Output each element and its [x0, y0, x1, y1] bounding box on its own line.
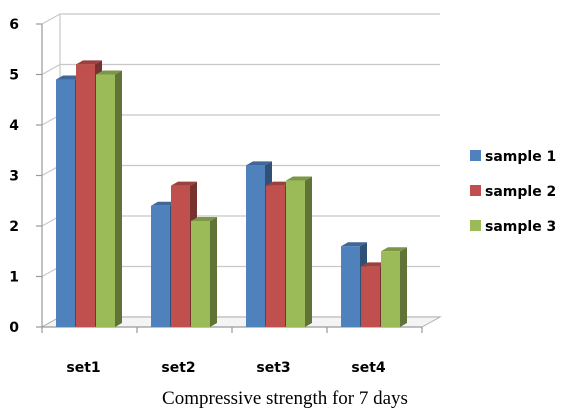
bar-top — [266, 181, 292, 186]
y-tick-label: 5 — [9, 68, 19, 84]
gridline-side — [41, 13, 61, 25]
y-tick-label: 2 — [9, 219, 19, 235]
bars — [56, 60, 407, 328]
y-tick-label: 1 — [9, 270, 19, 286]
bar-front — [151, 205, 170, 327]
bar-top — [286, 176, 312, 181]
bar-top — [56, 75, 82, 80]
legend-swatch — [470, 150, 481, 161]
x-tick-label: set2 — [161, 360, 195, 376]
bar-front — [96, 74, 115, 327]
gridline-side — [41, 63, 61, 76]
bar-top — [151, 201, 177, 206]
legend-label: sample 1 — [485, 149, 556, 165]
bar-top — [341, 242, 367, 247]
legend-label: sample 2 — [485, 184, 556, 200]
bar-side — [210, 216, 217, 327]
bar-front — [381, 251, 400, 327]
bar-front — [56, 79, 75, 327]
x-tick-label: set3 — [256, 360, 290, 376]
x-tick-label: set4 — [351, 360, 386, 376]
y-tick-labels: 0 1 2 3 4 5 6 — [9, 17, 19, 336]
bar-front — [361, 266, 380, 327]
bar-top — [96, 70, 122, 75]
bar — [381, 247, 407, 327]
bar — [286, 176, 312, 327]
bar-front — [266, 185, 285, 327]
bar-side — [400, 247, 407, 327]
bar-front — [76, 64, 95, 328]
figure-caption: Compressive strength for 7 days — [162, 388, 408, 409]
legend-entry: sample 3 — [470, 219, 556, 235]
bar-front — [191, 220, 210, 327]
bar-side — [305, 176, 312, 327]
bar-top — [76, 60, 102, 65]
grid — [41, 13, 440, 328]
bar-front — [246, 165, 265, 327]
bar-top — [171, 181, 197, 186]
x-tick-labels: set1 set2 set3 set4 — [66, 360, 386, 376]
legend-entry: sample 1 — [470, 149, 556, 165]
y-tick-label: 4 — [9, 118, 19, 134]
bar-top — [381, 247, 407, 252]
x-tick-label: set1 — [66, 360, 100, 376]
y-tick-label: 3 — [9, 169, 19, 185]
bar-side — [115, 70, 122, 327]
y-tick-label: 6 — [9, 17, 19, 33]
bar — [96, 70, 122, 327]
legend: sample 1 sample 2 sample 3 — [470, 149, 556, 235]
bar-top — [191, 216, 217, 221]
legend-swatch — [470, 185, 481, 196]
legend-swatch — [470, 220, 481, 231]
y-tick-label: 0 — [9, 320, 19, 336]
legend-entry: sample 2 — [470, 184, 556, 200]
bar-top — [246, 161, 272, 166]
bar-front — [286, 180, 305, 327]
bar-front — [341, 246, 360, 327]
bar-front — [171, 185, 190, 327]
legend-label: sample 3 — [485, 219, 556, 235]
bar-top — [361, 262, 387, 267]
bar — [191, 216, 217, 327]
